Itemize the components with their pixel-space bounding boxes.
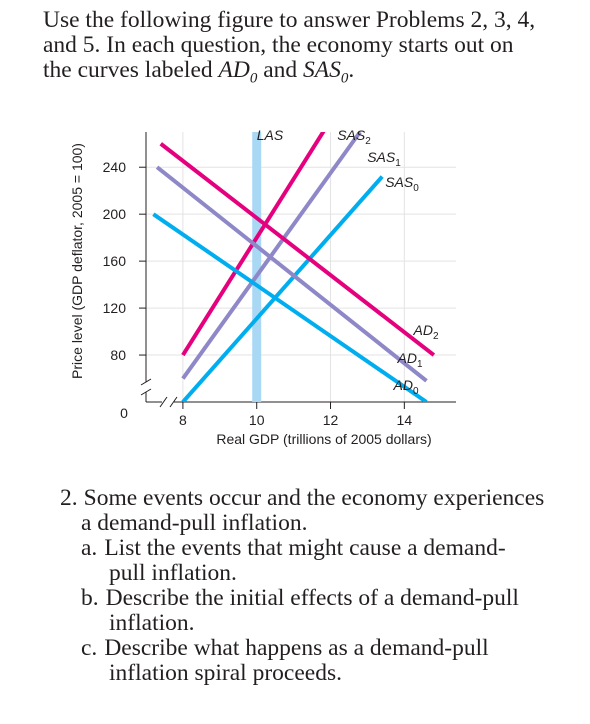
problem-2b-line-1: Describe the initial effects of a demand… — [105, 585, 519, 611]
las-label-name: LAS — [257, 127, 284, 143]
ad0-label-sub: 0 — [413, 386, 419, 397]
problem-2a-line-2: pull inflation. — [109, 560, 237, 586]
intro-line-3: the curves labeled AD0 and SAS0. — [43, 58, 573, 92]
sas2-label-sub: 2 — [365, 136, 371, 147]
problem-2-stem: 2. Some events occur and the economy expe… — [60, 486, 575, 536]
problem-2b-label: b. — [81, 585, 99, 611]
problem-2b: b. Describe the initial effects of a dema… — [60, 586, 575, 636]
ad0-label-name: AD — [392, 377, 412, 393]
x-axis-title: Real GDP (trillions of 2005 dollars) — [216, 431, 431, 447]
ad1-label: AD1 — [396, 350, 422, 370]
problem-2: 2. Some events occur and the economy expe… — [60, 486, 575, 686]
ad2-curve — [159, 142, 436, 357]
origin-label: 0 — [120, 405, 128, 421]
problem-2-stem-line-1: Some events occur and the economy experi… — [83, 485, 545, 511]
y-tick-label: 200 — [103, 206, 127, 222]
intro-ad0: AD0 — [218, 57, 258, 87]
x-tick-label: 12 — [323, 412, 339, 428]
problem-2a-label: a. — [81, 535, 98, 561]
problem-2c-line-1: Describe what happens as a demand-pull — [104, 635, 489, 661]
sas0-curve — [181, 175, 384, 402]
intro-line-3-mid: and — [257, 57, 304, 83]
x-axis-break-2 — [169, 396, 178, 408]
problem-2c-label: c. — [81, 635, 98, 661]
ad2-label-sub: 2 — [433, 331, 439, 342]
intro-sas0: SAS0 — [303, 57, 348, 87]
ad0-curve — [152, 212, 428, 402]
intro-text: Use the following figure to answer Probl… — [43, 8, 573, 92]
ad1-curve — [155, 165, 428, 383]
x-tick-label: 14 — [397, 412, 413, 428]
ad1-label-sub: 1 — [417, 359, 423, 370]
sas0-label: SAS0 — [385, 174, 419, 194]
ad0-label: AD0 — [392, 377, 418, 397]
problem-2b-line-2: inflation. — [109, 610, 195, 636]
problem-2c: c. Describe what happens as a demand-pull… — [60, 636, 575, 686]
chart-axes — [139, 132, 456, 409]
ad2-label: AD2 — [412, 322, 438, 342]
sas1-label-sub: 1 — [395, 158, 401, 169]
problem-2-number: 2. — [60, 485, 78, 511]
y-axis-break-2 — [140, 388, 152, 396]
y-axis-break-1 — [140, 378, 152, 386]
y-tick-label: 120 — [103, 300, 127, 316]
intro-ad0-text: AD — [218, 57, 250, 83]
problem-2a-line-1: List the events that might cause a deman… — [104, 535, 506, 561]
intro-sas0-text: SAS — [303, 57, 341, 83]
intro-line-3-end: . — [348, 57, 355, 83]
y-tick-label: 160 — [103, 253, 127, 269]
problem-2-stem-line-2: a demand-pull inflation. — [81, 510, 308, 536]
sas2-label-name: SAS — [337, 127, 366, 143]
problem-2a: a. List the events that might cause a dem… — [60, 536, 575, 586]
y-tick-label: 240 — [103, 159, 127, 175]
y-axis-title: Price level (GDP deflator, 2005 = 100) — [69, 143, 85, 379]
sas0-label-sub: 0 — [413, 183, 419, 194]
problem-2c-line-2: inflation spiral proceeds. — [109, 660, 342, 686]
intro-line-1: Use the following figure to answer Probl… — [43, 7, 536, 33]
ad1-label-name: AD — [396, 350, 416, 366]
ad2-label-name: AD — [412, 322, 432, 338]
sas1-label: SAS1 — [367, 149, 401, 169]
intro-sas0-sub: 0 — [340, 70, 349, 87]
x-axis-break-1 — [159, 396, 168, 408]
sas1-curve — [181, 132, 362, 380]
intro-ad0-sub: 0 — [249, 70, 258, 87]
sas1-label-name: SAS — [367, 149, 396, 165]
sas0-label-name: SAS — [385, 174, 414, 190]
sas2-curve — [181, 132, 326, 357]
chart-curves — [152, 132, 436, 402]
x-tick-label: 8 — [179, 412, 187, 428]
sas2-label: SAS2 — [337, 127, 371, 147]
intro-line-3-start: the curves labeled — [43, 57, 219, 83]
y-tick-label: 80 — [110, 347, 126, 363]
x-tick-label: 10 — [249, 412, 265, 428]
las-label: LAS — [257, 127, 284, 143]
intro-line-2: and 5. In each question, the economy sta… — [43, 32, 514, 58]
